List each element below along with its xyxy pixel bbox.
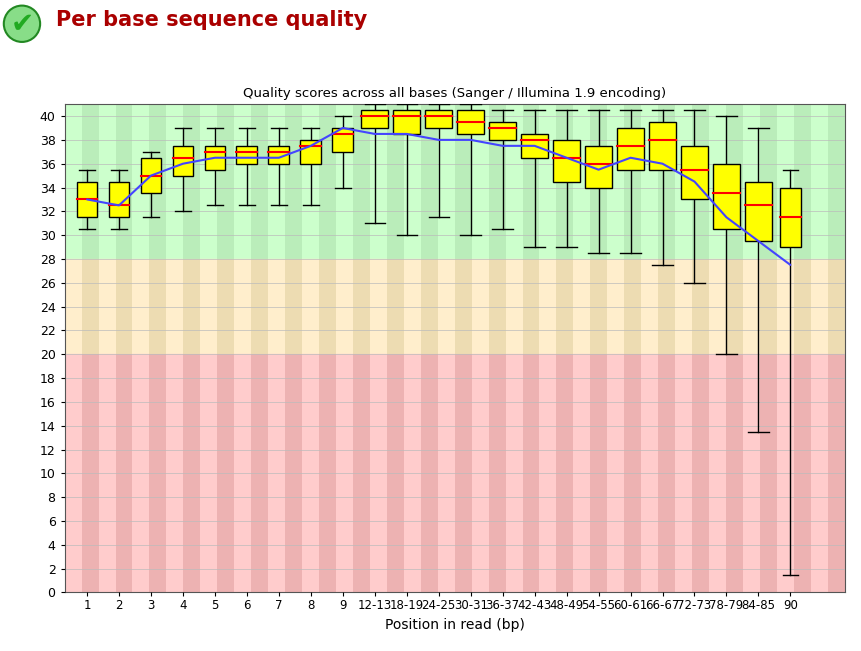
Bar: [183, 354, 200, 592]
Text: ✔: ✔: [10, 10, 34, 38]
Bar: [793, 104, 810, 259]
Bar: [172, 146, 193, 176]
Text: Per base sequence quality: Per base sequence quality: [56, 10, 367, 30]
Bar: [648, 122, 675, 170]
Bar: [82, 259, 98, 354]
Bar: [488, 104, 505, 259]
Bar: [520, 134, 548, 158]
Bar: [387, 354, 403, 592]
Bar: [691, 104, 709, 259]
Bar: [108, 182, 129, 217]
Bar: [623, 259, 641, 354]
Bar: [251, 104, 268, 259]
Bar: [217, 104, 234, 259]
Bar: [82, 354, 98, 592]
Bar: [217, 259, 234, 354]
Bar: [556, 104, 573, 259]
Bar: [744, 182, 771, 241]
Bar: [793, 259, 810, 354]
Bar: [420, 259, 437, 354]
Bar: [204, 146, 225, 170]
Bar: [387, 259, 403, 354]
Bar: [140, 158, 161, 193]
Bar: [759, 104, 776, 259]
Bar: [793, 354, 810, 592]
Bar: [488, 354, 505, 592]
Bar: [183, 104, 200, 259]
Bar: [393, 110, 420, 134]
Bar: [522, 259, 539, 354]
Bar: [352, 259, 369, 354]
Bar: [590, 259, 607, 354]
Bar: [725, 104, 742, 259]
Bar: [115, 354, 133, 592]
Title: Quality scores across all bases (Sanger / Illumina 1.9 encoding): Quality scores across all bases (Sanger …: [243, 87, 666, 100]
Bar: [251, 259, 268, 354]
Bar: [759, 354, 776, 592]
Bar: [590, 354, 607, 592]
X-axis label: Position in read (bp): Position in read (bp): [384, 618, 524, 632]
Bar: [827, 259, 844, 354]
Bar: [691, 259, 709, 354]
Bar: [65, 354, 844, 592]
Bar: [616, 128, 643, 170]
Bar: [115, 104, 133, 259]
Bar: [183, 259, 200, 354]
Bar: [725, 354, 742, 592]
Bar: [556, 259, 573, 354]
Bar: [361, 110, 388, 128]
Bar: [712, 163, 740, 229]
Bar: [658, 354, 674, 592]
Bar: [658, 259, 674, 354]
Bar: [236, 146, 257, 163]
Bar: [387, 104, 403, 259]
Bar: [352, 354, 369, 592]
Bar: [455, 259, 471, 354]
Bar: [590, 104, 607, 259]
Bar: [553, 140, 579, 182]
Bar: [420, 104, 437, 259]
Bar: [488, 122, 516, 140]
Bar: [424, 110, 452, 128]
Bar: [420, 354, 437, 592]
Bar: [82, 104, 98, 259]
Bar: [268, 146, 289, 163]
Bar: [115, 259, 133, 354]
Bar: [725, 259, 742, 354]
Bar: [319, 354, 336, 592]
Bar: [556, 354, 573, 592]
Bar: [623, 354, 641, 592]
Bar: [300, 140, 321, 163]
Bar: [522, 104, 539, 259]
Bar: [455, 354, 471, 592]
Bar: [488, 259, 505, 354]
Bar: [251, 354, 268, 592]
Bar: [455, 104, 471, 259]
Bar: [827, 104, 844, 259]
Bar: [332, 128, 353, 152]
Bar: [149, 259, 166, 354]
Bar: [691, 354, 709, 592]
Bar: [65, 259, 844, 354]
Bar: [149, 104, 166, 259]
Bar: [658, 104, 674, 259]
Bar: [77, 182, 97, 217]
Bar: [285, 354, 301, 592]
Bar: [217, 354, 234, 592]
Bar: [827, 354, 844, 592]
Bar: [759, 259, 776, 354]
Bar: [352, 104, 369, 259]
Bar: [149, 354, 166, 592]
Bar: [65, 104, 844, 259]
Bar: [623, 104, 641, 259]
Bar: [456, 110, 484, 134]
Bar: [779, 187, 800, 247]
Bar: [522, 354, 539, 592]
Bar: [585, 146, 611, 187]
Bar: [319, 104, 336, 259]
Bar: [285, 259, 301, 354]
Bar: [285, 104, 301, 259]
Bar: [319, 259, 336, 354]
Bar: [680, 146, 707, 199]
